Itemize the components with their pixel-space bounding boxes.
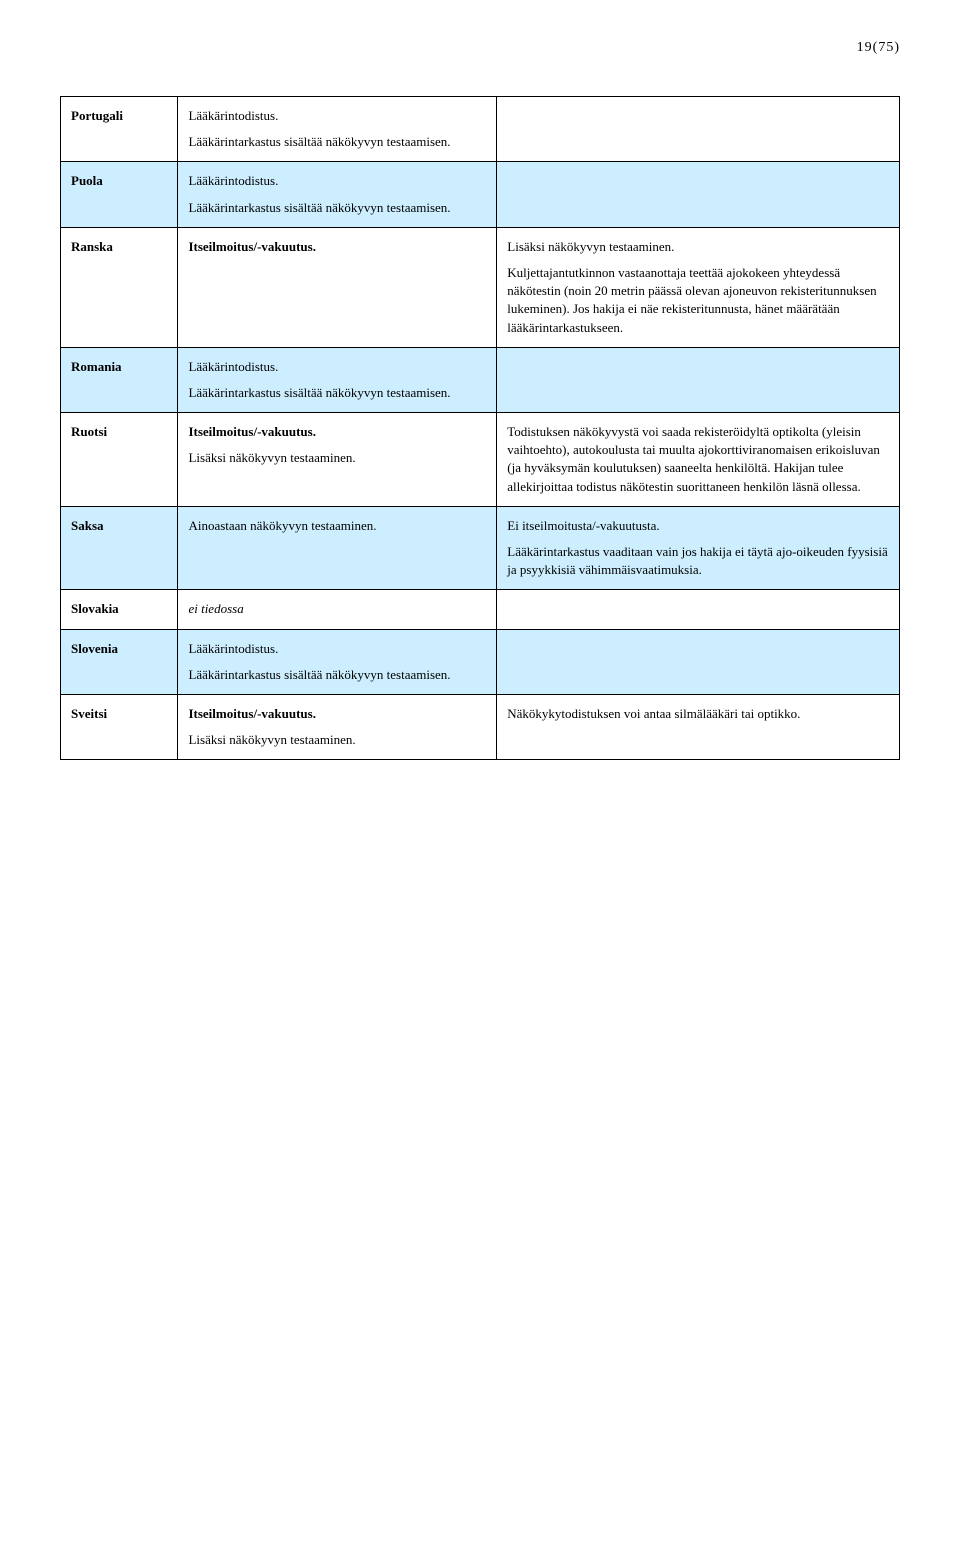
col2-cell: Lääkärintodistus. Lääkärintarkastus sisä… <box>178 97 497 162</box>
col2-cell: Lääkärintodistus. Lääkärintarkastus sisä… <box>178 162 497 227</box>
table-row: Ranska Itseilmoitus/-vakuutus. Lisäksi n… <box>61 227 900 347</box>
table-row: Saksa Ainoastaan näkökyvyn testaaminen. … <box>61 506 900 590</box>
table-row: Slovakia ei tiedossa <box>61 590 900 629</box>
cell-text: Lisäksi näkökyvyn testaaminen. <box>507 238 889 256</box>
country-cell: Portugali <box>61 97 178 162</box>
country-cell: Sveitsi <box>61 694 178 759</box>
col2-cell: Itseilmoitus/-vakuutus. <box>178 227 497 347</box>
country-cell: Ranska <box>61 227 178 347</box>
table-row: Ruotsi Itseilmoitus/-vakuutus. Lisäksi n… <box>61 413 900 507</box>
country-cell: Saksa <box>61 506 178 590</box>
country-cell: Slovenia <box>61 629 178 694</box>
col2-cell: Ainoastaan näkökyvyn testaaminen. <box>178 506 497 590</box>
col3-cell: Lisäksi näkökyvyn testaaminen. Kuljettaj… <box>497 227 900 347</box>
col3-cell: Näkökykytodistuksen voi antaa silmälääkä… <box>497 694 900 759</box>
page-number: 19(75) <box>60 40 900 56</box>
country-cell: Slovakia <box>61 590 178 629</box>
table-row: Puola Lääkärintodistus. Lääkärintarkastu… <box>61 162 900 227</box>
table-row: Sveitsi Itseilmoitus/-vakuutus. Lisäksi … <box>61 694 900 759</box>
cell-text: Ei itseilmoitusta/-vakuutusta. <box>507 517 889 535</box>
cell-text: Lääkärintodistus. <box>188 107 486 125</box>
cell-text: Ainoastaan näkökyvyn testaaminen. <box>188 517 486 535</box>
table-row: Romania Lääkärintodistus. Lääkärintarkas… <box>61 347 900 412</box>
cell-text: Itseilmoitus/-vakuutus. <box>188 238 486 256</box>
cell-text: Itseilmoitus/-vakuutus. <box>188 423 486 441</box>
col3-cell <box>497 97 900 162</box>
data-table: Portugali Lääkärintodistus. Lääkärintark… <box>60 96 900 760</box>
cell-text: Itseilmoitus/-vakuutus. <box>188 705 486 723</box>
col2-cell: Lääkärintodistus. Lääkärintarkastus sisä… <box>178 347 497 412</box>
col2-cell: Lääkärintodistus. Lääkärintarkastus sisä… <box>178 629 497 694</box>
cell-text: ei tiedossa <box>188 600 486 618</box>
cell-text: Lisäksi näkökyvyn testaaminen. <box>188 731 486 749</box>
cell-text: Lääkärintodistus. <box>188 172 486 190</box>
country-cell: Puola <box>61 162 178 227</box>
cell-text: Todistuksen näkökyvystä voi saada rekist… <box>507 423 889 496</box>
cell-text: Lääkärintodistus. <box>188 640 486 658</box>
cell-text: Kuljettajantutkinnon vastaanottaja teett… <box>507 264 889 337</box>
cell-text: Lääkärintarkastus vaaditaan vain jos hak… <box>507 543 889 579</box>
col3-cell <box>497 590 900 629</box>
cell-text: Lääkärintarkastus sisältää näkökyvyn tes… <box>188 384 486 402</box>
col2-cell: ei tiedossa <box>178 590 497 629</box>
cell-text: Lääkärintarkastus sisältää näkökyvyn tes… <box>188 133 486 151</box>
cell-text: Näkökykytodistuksen voi antaa silmälääkä… <box>507 705 889 723</box>
cell-text: Lääkärintarkastus sisältää näkökyvyn tes… <box>188 199 486 217</box>
table-row: Portugali Lääkärintodistus. Lääkärintark… <box>61 97 900 162</box>
col3-cell: Todistuksen näkökyvystä voi saada rekist… <box>497 413 900 507</box>
col2-cell: Itseilmoitus/-vakuutus. Lisäksi näkökyvy… <box>178 413 497 507</box>
cell-text: Lisäksi näkökyvyn testaaminen. <box>188 449 486 467</box>
cell-text: Lääkärintodistus. <box>188 358 486 376</box>
table-row: Slovenia Lääkärintodistus. Lääkärintarka… <box>61 629 900 694</box>
cell-text: Lääkärintarkastus sisältää näkökyvyn tes… <box>188 666 486 684</box>
col3-cell <box>497 347 900 412</box>
col3-cell: Ei itseilmoitusta/-vakuutusta. Lääkärint… <box>497 506 900 590</box>
country-cell: Ruotsi <box>61 413 178 507</box>
col3-cell <box>497 629 900 694</box>
col3-cell <box>497 162 900 227</box>
col2-cell: Itseilmoitus/-vakuutus. Lisäksi näkökyvy… <box>178 694 497 759</box>
country-cell: Romania <box>61 347 178 412</box>
